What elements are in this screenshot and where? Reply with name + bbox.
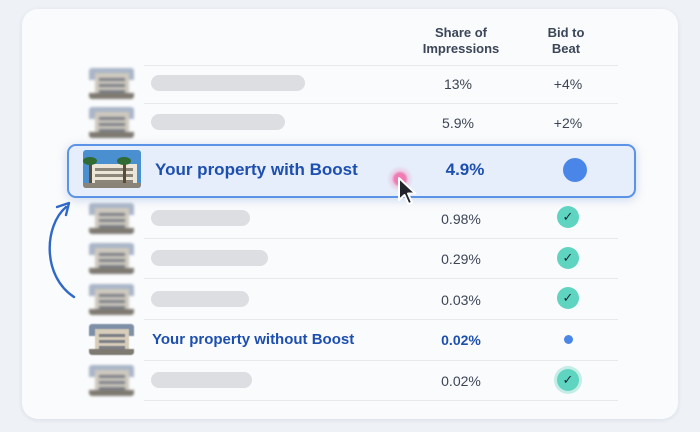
competitor-thumbnail: [89, 365, 134, 396]
property-thumbnail: [89, 324, 134, 355]
unboosted-property-label: Your property without Boost: [152, 331, 355, 348]
check-icon: ✓: [557, 206, 579, 228]
header-line: Share of: [434, 25, 487, 40]
share-value: 0.03%: [441, 292, 481, 308]
competitor-name-placeholder: [151, 114, 285, 130]
share-value: 5.9%: [442, 115, 474, 131]
share-of-impressions-header: Share of Impressions: [411, 25, 511, 57]
table-row: [144, 278, 618, 319]
bid-value: +2%: [553, 115, 583, 131]
table-row: [144, 400, 618, 401]
competitor-name-placeholder: [151, 210, 250, 226]
check-icon: ✓: [557, 369, 579, 391]
table-row: [144, 319, 618, 360]
unboosted-share-value: 0.02%: [441, 332, 481, 348]
table-row: [144, 103, 618, 144]
header-line: Beat: [551, 41, 581, 56]
competitor-name-placeholder: [151, 250, 268, 266]
mouse-pointer-icon: [398, 177, 417, 205]
curved-arrow-up-icon: [48, 201, 76, 299]
check-icon: ✓: [557, 247, 579, 269]
share-value: 0.29%: [441, 251, 481, 267]
header-line: Impressions: [422, 41, 500, 56]
share-value: 13%: [443, 76, 473, 92]
competitor-thumbnail: [89, 284, 134, 315]
competitor-name-placeholder: [151, 75, 305, 91]
competitor-thumbnail: [89, 203, 134, 234]
table-row: [144, 65, 618, 106]
boosted-share-value: 4.9%: [445, 160, 485, 179]
competitor-name-placeholder: [151, 372, 252, 388]
bid-value: +4%: [553, 76, 583, 92]
competitor-thumbnail: [89, 107, 134, 138]
check-icon: ✓: [557, 287, 579, 309]
boosted-property-label: Your property with Boost: [155, 160, 358, 179]
header-line: Bid to: [547, 25, 585, 40]
property-thumbnail: [83, 150, 141, 188]
competitor-thumbnail: [89, 243, 134, 274]
table-row: [144, 238, 618, 279]
table-row: [144, 360, 618, 401]
bid-dot-icon: [563, 158, 587, 182]
competitor-thumbnail: [89, 68, 134, 99]
share-value: 0.98%: [441, 211, 481, 227]
competitor-name-placeholder: [151, 291, 249, 307]
bid-dot-icon: [564, 335, 573, 344]
bid-to-beat-header: Bid to Beat: [536, 25, 596, 57]
share-value: 0.02%: [441, 373, 481, 389]
boosted-property-row[interactable]: [67, 144, 636, 198]
